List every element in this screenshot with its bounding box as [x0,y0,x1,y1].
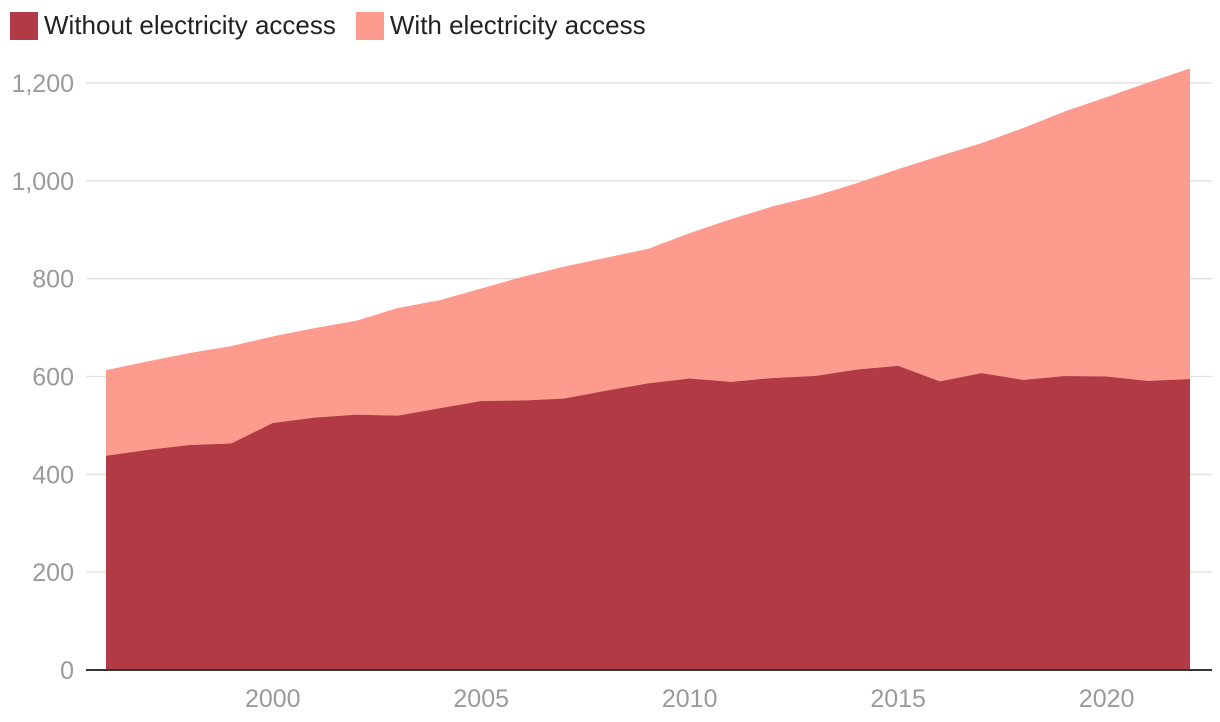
x-tick-label: 2005 [453,685,509,713]
legend: Without electricity access With electric… [10,10,666,41]
area-without-electricity-access [106,365,1190,670]
y-tick-label: 1,000 [11,168,74,196]
x-tick-label: 2020 [1079,685,1135,713]
x-tick-label: 2010 [662,685,718,713]
y-tick-label: 0 [60,657,74,685]
legend-item-with-access: With electricity access [355,10,646,41]
legend-item-without-access: Without electricity access [10,10,336,41]
y-tick-label: 600 [32,364,74,392]
y-tick-label: 400 [32,461,74,489]
area-series [106,68,1190,670]
legend-swatch-with-access [355,11,384,40]
x-tick-labels: 2000 2005 2010 2015 2020 [245,685,1134,713]
x-tick-label: 2000 [245,685,301,713]
y-tick-label: 1,200 [11,70,74,98]
y-tick-labels: 0 200 400 600 800 1,000 1,200 [11,70,74,685]
y-tick-label: 200 [32,559,74,587]
legend-label-without-access: Without electricity access [44,10,336,40]
x-tick-label: 2015 [870,685,926,713]
y-tick-label: 800 [32,266,74,294]
legend-swatch-without-access [10,11,38,40]
area-with-electricity-access [106,68,1190,456]
legend-label-with-access: With electricity access [389,10,646,40]
